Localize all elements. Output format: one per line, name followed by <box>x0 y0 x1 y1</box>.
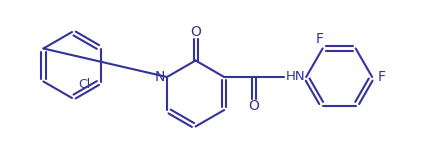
Text: HN: HN <box>286 69 306 82</box>
Text: O: O <box>190 24 201 38</box>
Text: F: F <box>315 32 324 46</box>
Text: Cl: Cl <box>78 78 91 91</box>
Text: N: N <box>155 70 165 84</box>
Text: O: O <box>249 99 260 113</box>
Text: F: F <box>377 70 385 84</box>
